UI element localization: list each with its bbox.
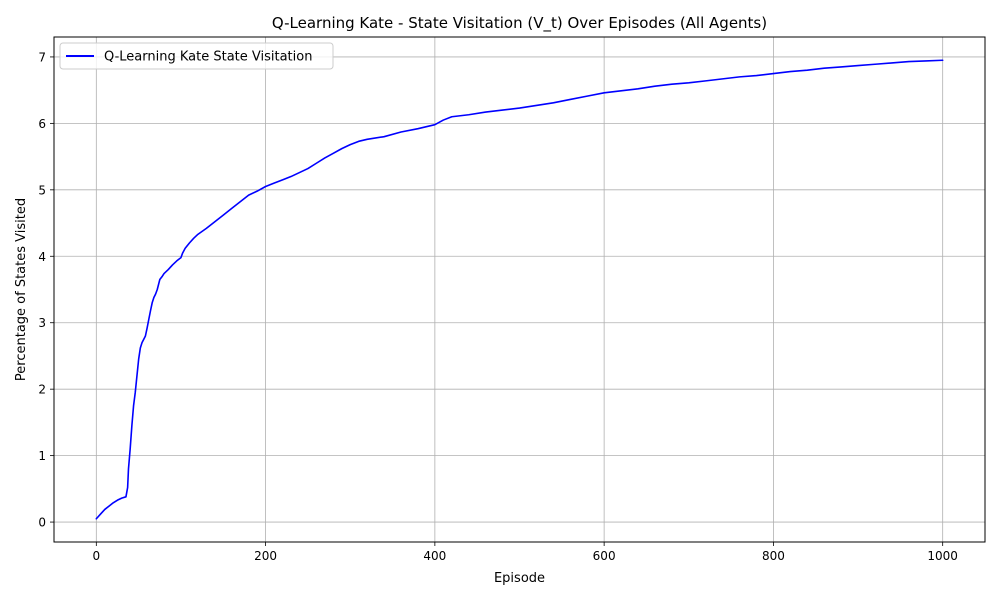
- x-axis-label: Episode: [494, 571, 545, 586]
- chart-title: Q-Learning Kate - State Visitation (V_t)…: [272, 14, 767, 33]
- legend: Q-Learning Kate State Visitation: [59, 42, 334, 70]
- y-tick-label: 3: [38, 316, 46, 330]
- x-tick-label: 200: [254, 549, 277, 563]
- y-tick-label: 4: [38, 250, 46, 264]
- series-layer: [95, 59, 944, 520]
- axis-ticks: 0 200 400 600 800 1000 0 1 2 3 4 5 6 7: [38, 50, 958, 563]
- x-tick-label: 800: [762, 549, 785, 563]
- x-tick-label: 600: [593, 549, 616, 563]
- y-tick-label: 7: [38, 50, 46, 64]
- plot-area-frame: [53, 36, 986, 543]
- y-tick-label: 1: [38, 449, 46, 463]
- x-tick-label: 1000: [927, 549, 958, 563]
- legend-label: Q-Learning Kate State Visitation: [104, 50, 312, 65]
- y-tick-label: 5: [38, 183, 46, 197]
- y-tick-label: 0: [38, 516, 46, 530]
- grid-lines: [54, 37, 985, 542]
- series-line-state-visitation: [95, 59, 944, 520]
- x-tick-label: 400: [423, 549, 446, 563]
- y-tick-label: 2: [38, 383, 46, 397]
- legend-box: [59, 42, 334, 70]
- x-tick-label: 0: [92, 549, 100, 563]
- y-tick-label: 6: [38, 117, 46, 131]
- y-axis-label: Percentage of States Visited: [14, 198, 29, 381]
